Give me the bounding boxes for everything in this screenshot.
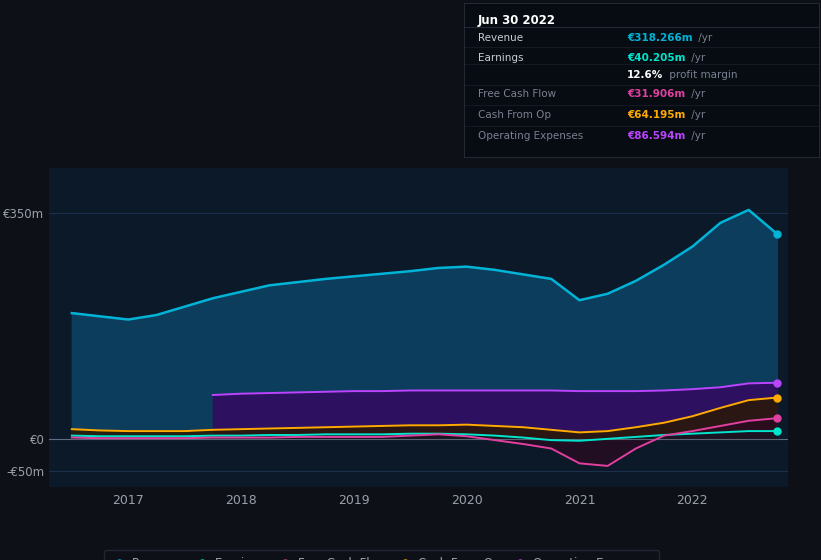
- Text: €64.195m: €64.195m: [627, 110, 686, 120]
- Text: €86.594m: €86.594m: [627, 131, 686, 141]
- Text: Operating Expenses: Operating Expenses: [478, 131, 583, 141]
- Text: /yr: /yr: [695, 33, 712, 43]
- Text: €318.266m: €318.266m: [627, 33, 693, 43]
- Text: Free Cash Flow: Free Cash Flow: [478, 90, 556, 100]
- Text: €40.205m: €40.205m: [627, 53, 686, 63]
- Text: Cash From Op: Cash From Op: [478, 110, 551, 120]
- Text: /yr: /yr: [688, 53, 705, 63]
- Legend: Revenue, Earnings, Free Cash Flow, Cash From Op, Operating Expenses: Revenue, Earnings, Free Cash Flow, Cash …: [104, 550, 659, 560]
- Text: profit margin: profit margin: [667, 70, 738, 80]
- Text: Revenue: Revenue: [478, 33, 523, 43]
- Text: Earnings: Earnings: [478, 53, 524, 63]
- Text: €31.906m: €31.906m: [627, 90, 686, 100]
- Text: /yr: /yr: [688, 131, 705, 141]
- Text: /yr: /yr: [688, 90, 705, 100]
- Text: /yr: /yr: [688, 110, 705, 120]
- Text: 12.6%: 12.6%: [627, 70, 663, 80]
- Text: Jun 30 2022: Jun 30 2022: [478, 13, 556, 26]
